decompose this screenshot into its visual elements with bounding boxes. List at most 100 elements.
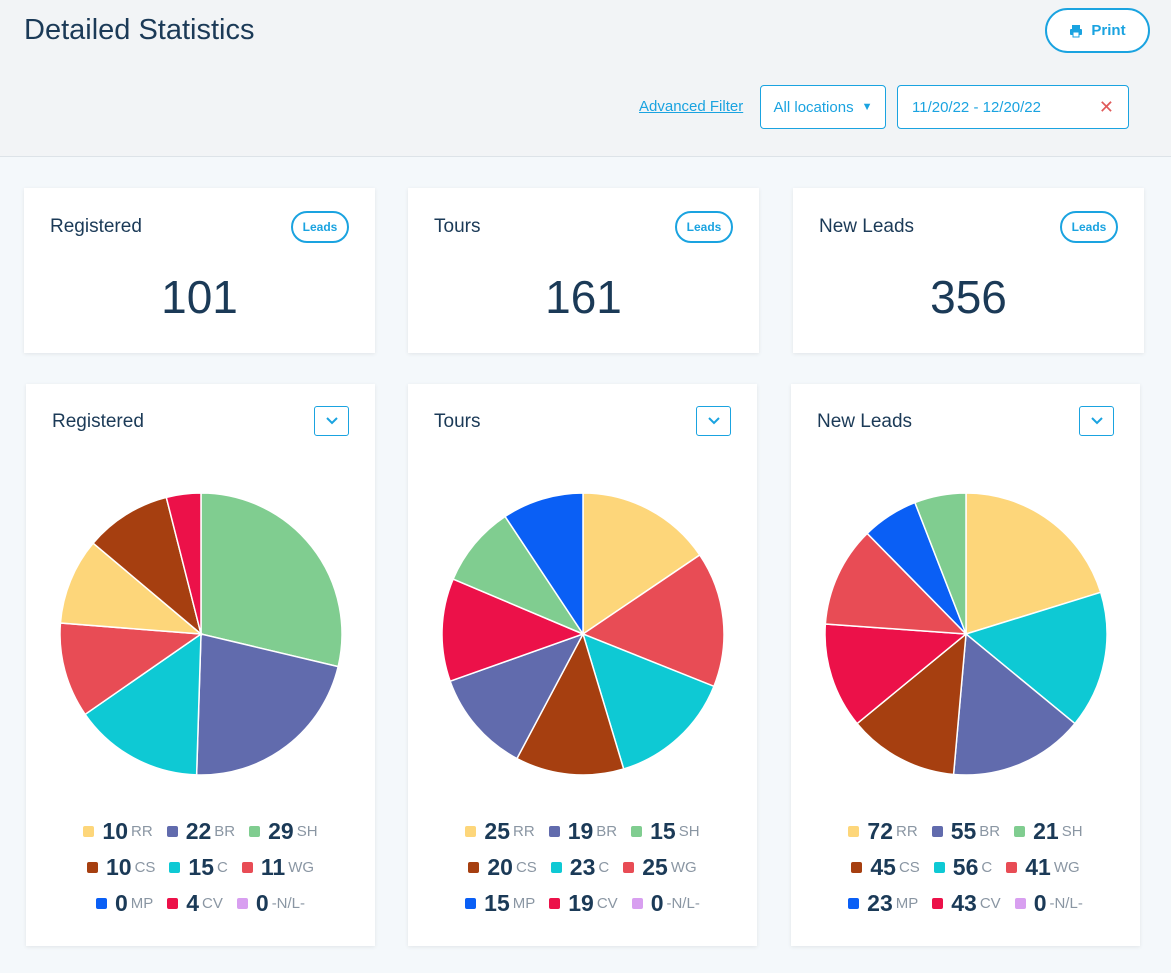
legend-item: 25 WG (623, 853, 697, 881)
chevron-down-icon (325, 417, 338, 425)
legend-swatch (1014, 825, 1026, 837)
legend-value: 25 (642, 853, 668, 880)
legend-value: 25 (484, 817, 511, 844)
legend-value: 4 (186, 889, 200, 916)
pie-slice-CV[interactable] (825, 623, 968, 725)
chart-title: New Leads (817, 411, 913, 432)
legend-swatch (249, 825, 261, 837)
legend-row: 45 CS 56 C 41 WG (851, 852, 1080, 882)
pie-slice-BR[interactable] (195, 633, 340, 775)
clear-date-icon[interactable]: ✕ (1098, 96, 1114, 117)
chart-legend: 25 RR 19 BR 15 SH 20 CS 23 C 25 WG 15 MP 19 CV 0 -N/L- (408, 816, 757, 918)
legend-row: 72 RR 55 BR 21 SH (848, 816, 1083, 846)
legend-item: 55 BR (931, 818, 1001, 845)
legend-swatch (548, 825, 560, 837)
legend-swatch (166, 825, 178, 837)
pie-slice-CS[interactable] (515, 632, 625, 775)
stat-card: New Leads Leads 356 (793, 188, 1144, 353)
legend-value: 0 (1033, 889, 1047, 916)
legend-row: 15 MP 19 CV 0 -N/L- (465, 888, 700, 918)
legend-label: CV (979, 894, 1001, 912)
legend-swatch (623, 861, 635, 873)
pie-slice-C[interactable] (84, 632, 202, 775)
legend-value: 72 (867, 817, 894, 844)
pie-slice-BR[interactable] (449, 632, 585, 760)
legend-item: 19 CV (549, 889, 618, 917)
legend-swatch (1014, 897, 1026, 909)
pie-slice-SH[interactable] (452, 515, 586, 636)
pie-slice-RR[interactable] (965, 493, 1102, 636)
location-select[interactable]: All locations ▼ (760, 85, 886, 129)
legend-item: 29 SH (249, 818, 318, 845)
legend-item: 21 SH (1014, 817, 1083, 845)
legend-row: 10 RR 22 BR 29 SH (83, 816, 318, 846)
legend-swatch (550, 861, 562, 873)
legend-value: 21 (1033, 817, 1059, 844)
legend-row: 10 CS 15 C 11 WG (86, 852, 314, 882)
pie-chart-card: New Leads 72 RR 55 BR 21 SH 45 CS 56 C 41 WG 23 MP 43 C… (791, 384, 1140, 946)
legend-value: 10 (105, 853, 132, 880)
legend-item: 11 WG (241, 854, 314, 881)
legend-label: BR (596, 822, 618, 840)
legend-swatch (465, 825, 477, 837)
pie-slice-CS[interactable] (856, 632, 967, 775)
leads-badge[interactable]: Leads (675, 211, 733, 243)
pie-slice-BR[interactable] (952, 632, 1076, 775)
pie-slice-C[interactable] (581, 632, 715, 770)
legend-swatch (86, 861, 98, 873)
legend-item: 10 CS (86, 853, 155, 881)
pie-slice-C[interactable] (964, 591, 1107, 725)
advanced-filter-link[interactable]: Advanced Filter (639, 98, 744, 115)
legend-value: 0 (255, 889, 269, 916)
pie-slice-RR[interactable] (582, 493, 701, 636)
legend-label: SH (1061, 822, 1083, 840)
legend-value: 43 (951, 889, 977, 916)
legend-swatch (931, 825, 943, 837)
pie-slice-SH[interactable] (200, 493, 342, 668)
legend-label: BR (979, 822, 1001, 840)
legend-label: RR (131, 822, 153, 840)
pie-chart-card: Registered 10 RR 22 BR 29 SH 10 CS 15 C 11 WG 0 MP 4 CV… (26, 384, 375, 946)
pie-slice-CV[interactable] (165, 493, 202, 635)
pie-slice-CV[interactable] (442, 578, 586, 683)
pie-slice-WG[interactable] (825, 532, 968, 635)
pie-chart-card: Tours 25 RR 19 BR 15 SH 20 CS 23 C 25 WG 15 MP 19 CV 0 -N… (408, 384, 757, 946)
legend-item: 72 RR (848, 817, 918, 845)
pie-slice-WG[interactable] (581, 553, 724, 688)
legend-value: 56 (952, 853, 979, 880)
location-select-value: All locations (773, 98, 854, 116)
legend-swatch (167, 897, 179, 909)
legend-value: 19 (568, 889, 594, 916)
pie-slice-SH[interactable] (913, 493, 967, 635)
pie-slice-MP[interactable] (504, 493, 584, 637)
legend-swatch (933, 861, 945, 873)
pie-slice-RR[interactable] (60, 542, 204, 635)
stat-card: Tours Leads 161 (408, 188, 759, 353)
legend-label: WG (1053, 858, 1080, 876)
chart-dropdown-button[interactable] (314, 406, 349, 436)
legend-item: 20 CS (468, 853, 537, 881)
legend-label: MP (130, 894, 154, 912)
legend-swatch (549, 897, 561, 909)
print-button[interactable]: Print (1045, 8, 1150, 53)
pie-slice-CS[interactable] (92, 496, 203, 637)
pie-chart (442, 493, 724, 775)
stat-label: New Leads (819, 216, 915, 237)
legend-item: 41 WG (1006, 854, 1080, 881)
pie-slice-WG[interactable] (60, 622, 204, 716)
legend-item: 0 -N/L- (236, 889, 305, 917)
legend-swatch (241, 861, 253, 873)
date-range-input[interactable]: 11/20/22 - 12/20/22 ✕ (897, 85, 1129, 129)
legend-label: SH (296, 822, 318, 840)
chart-dropdown-button[interactable] (1079, 406, 1114, 436)
legend-swatch (465, 897, 477, 909)
chart-title: Tours (434, 411, 481, 432)
legend-value: 20 (487, 853, 513, 880)
legend-swatch (83, 825, 95, 837)
chart-dropdown-button[interactable] (696, 406, 731, 436)
legend-item: 25 RR (465, 817, 535, 845)
legend-swatch (169, 861, 181, 873)
leads-badge[interactable]: Leads (1060, 211, 1118, 243)
legend-item: 23 MP (848, 890, 918, 917)
leads-badge[interactable]: Leads (291, 211, 349, 243)
